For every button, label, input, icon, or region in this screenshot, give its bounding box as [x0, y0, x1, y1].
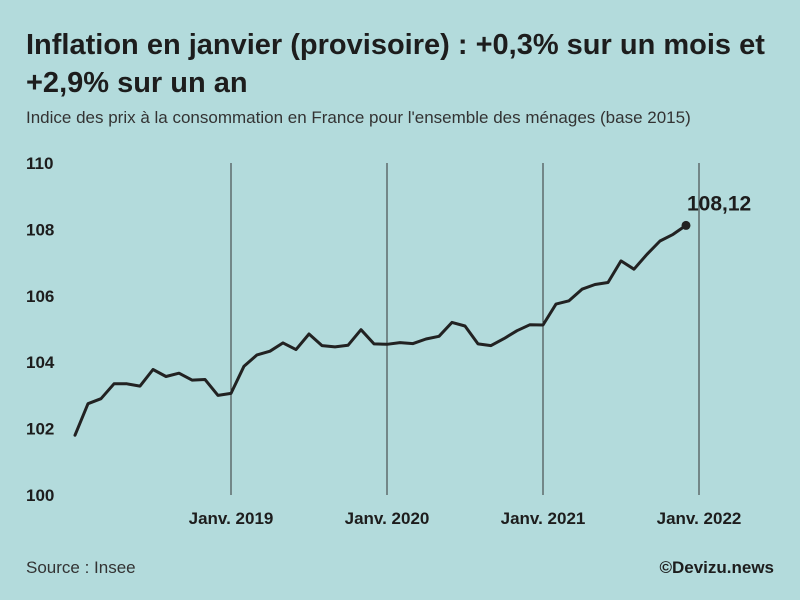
source-note: Source : Insee [26, 558, 136, 577]
x-axis-ticks: Janv. 2019 Janv. 2020 Janv. 2021 Janv. 2… [189, 509, 742, 528]
end-value-label: 108,12 [687, 192, 751, 215]
chart-subtitle: Indice des prix à la consommation en Fra… [26, 108, 691, 127]
x-tick-label: Janv. 2019 [189, 509, 274, 528]
y-tick-label: 100 [26, 486, 54, 505]
x-tick-label: Janv. 2022 [657, 509, 742, 528]
gridlines [230, 163, 700, 495]
y-tick-label: 110 [26, 154, 53, 173]
y-tick-label: 108 [26, 220, 54, 239]
y-axis-ticks: 100 102 104 106 108 110 [26, 154, 55, 505]
series-line [73, 223, 688, 437]
y-tick-label: 102 [26, 420, 54, 439]
end-point-marker [681, 220, 691, 230]
x-tick-label: Janv. 2020 [345, 509, 430, 528]
y-tick-label: 106 [26, 287, 54, 306]
x-tick-label: Janv. 2021 [501, 509, 586, 528]
brand-credit: ©Devizu.news [659, 558, 774, 577]
chart-title: Inflation en janvier (provisoire) : +0,3… [26, 29, 765, 99]
y-tick-label: 104 [26, 353, 55, 372]
